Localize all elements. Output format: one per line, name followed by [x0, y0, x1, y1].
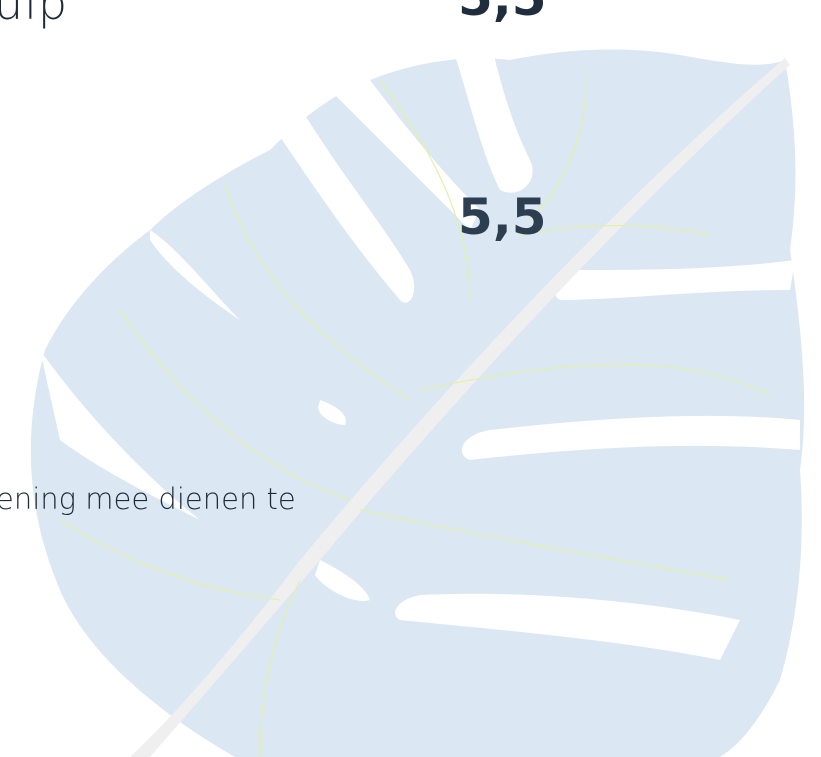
score-value: 5,5 [458, 188, 547, 246]
score-value: 5,5 [458, 0, 547, 27]
heading-fragment: ulp [0, 0, 68, 30]
body-text: ening mee dienen te [0, 482, 296, 516]
leaf-background [0, 0, 821, 757]
page: Screenshot html, body { margin: 0; paddi… [0, 0, 821, 757]
screen: {"heading_fragment": "ulp", "scores": ["… [0, 0, 821, 757]
